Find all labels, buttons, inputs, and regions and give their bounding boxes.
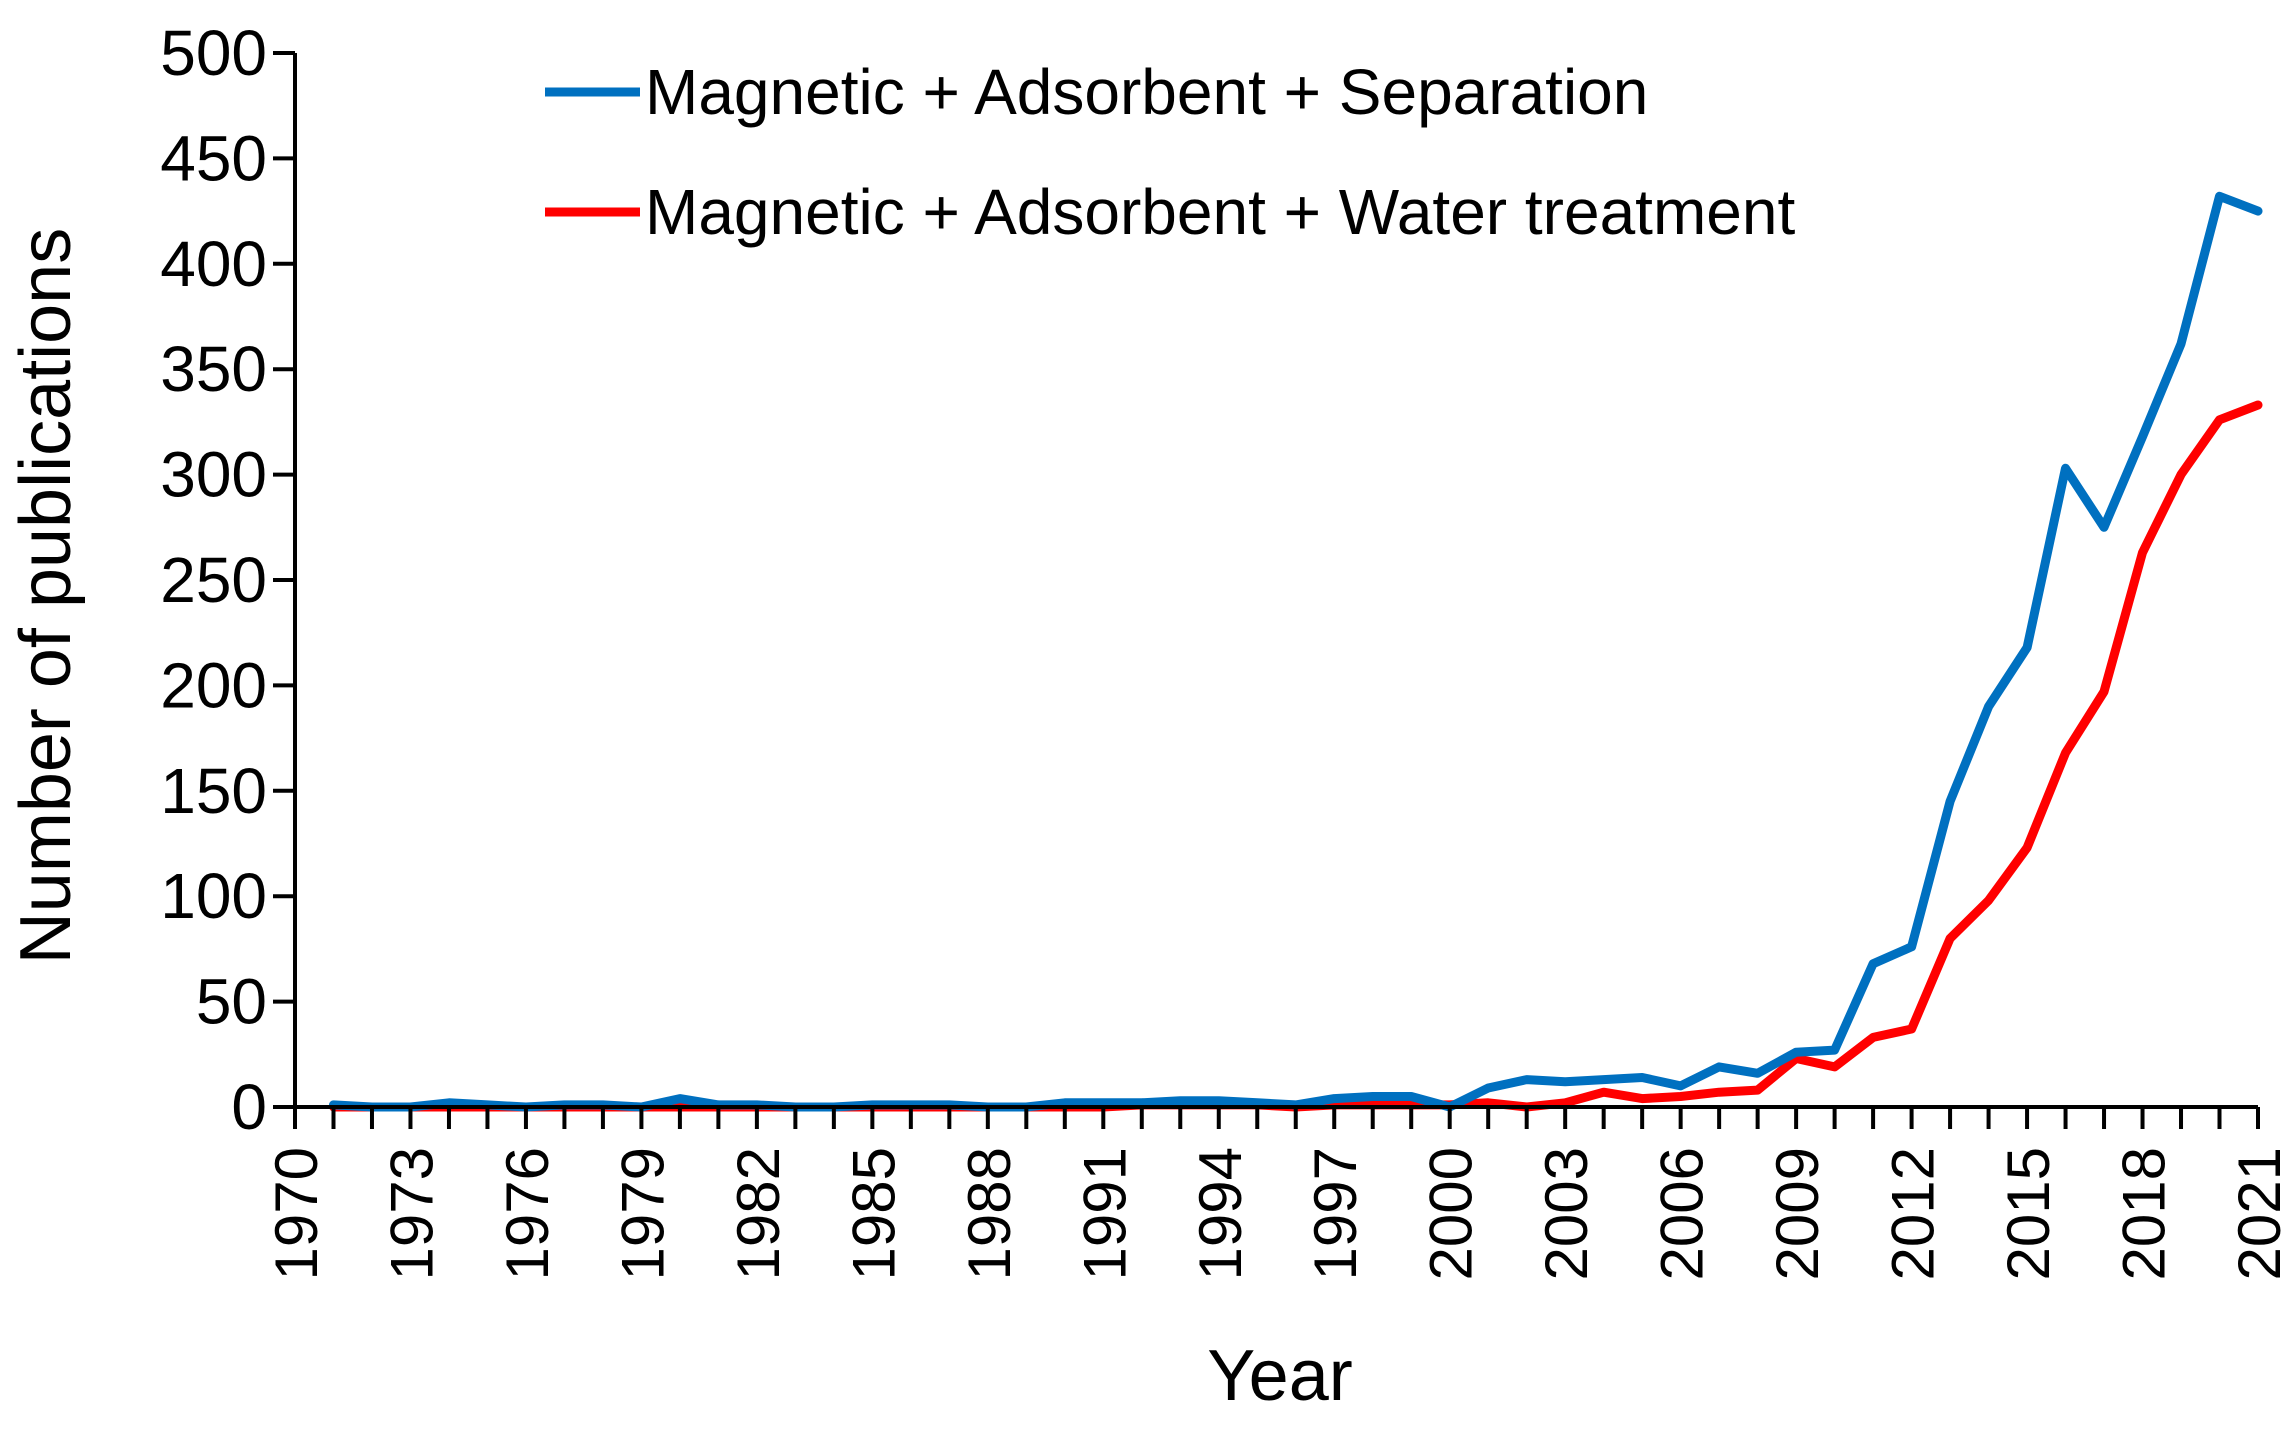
x-tick-label: 2012 [1880,1147,1947,1280]
x-axis-ticks: 1970 1973 1976 1979 1982 1985 1988 1991 1994 1997… [263,1107,2287,1280]
y-tick-label: 150 [160,755,267,827]
y-axis-ticks: 0 50 100 150 200 250 300 350 400 450 500 [160,17,295,1143]
x-tick-label: 2000 [1418,1147,1485,1280]
x-tick-label: 1988 [956,1147,1023,1280]
series-lines [329,191,2263,1112]
y-tick-label: 450 [160,122,267,194]
x-tick-label: 1982 [725,1147,792,1280]
x-tick-label: 2003 [1533,1147,1600,1280]
x-tick-label: 2006 [1649,1147,1716,1280]
x-tick-label: 2021 [2226,1147,2287,1280]
y-axis-title: Number of publications [6,228,86,964]
x-tick-label: 2018 [2111,1147,2178,1280]
y-tick-label: 500 [160,17,267,89]
series-line-0 [329,191,2263,1112]
x-tick-label: 1976 [494,1147,561,1280]
x-tick-label: 1985 [840,1147,907,1280]
y-tick-label: 200 [160,649,267,721]
y-tick-label: 300 [160,439,267,511]
x-tick-label: 1979 [609,1147,676,1280]
x-tick-label: 1994 [1187,1147,1254,1280]
legend: Magnetic + Adsorbent + Separation Magnet… [545,56,1795,248]
x-tick-label: 1970 [263,1147,330,1280]
y-tick-label: 100 [160,860,267,932]
y-tick-label: 50 [196,966,267,1038]
x-axis-title: Year [1207,1336,1352,1416]
y-tick-label: 350 [160,333,267,405]
x-tick-label: 1973 [378,1147,445,1280]
x-tick-label: 2009 [1764,1147,1831,1280]
y-tick-label: 250 [160,544,267,616]
y-tick-label: 0 [231,1071,267,1143]
legend-label-water-treatment: Magnetic + Adsorbent + Water treatment [645,176,1795,248]
legend-label-separation: Magnetic + Adsorbent + Separation [645,56,1648,128]
x-tick-label: 1991 [1071,1147,1138,1280]
x-tick-label: 1997 [1302,1147,1369,1280]
y-tick-label: 400 [160,228,267,300]
x-tick-label: 2015 [1995,1147,2062,1280]
